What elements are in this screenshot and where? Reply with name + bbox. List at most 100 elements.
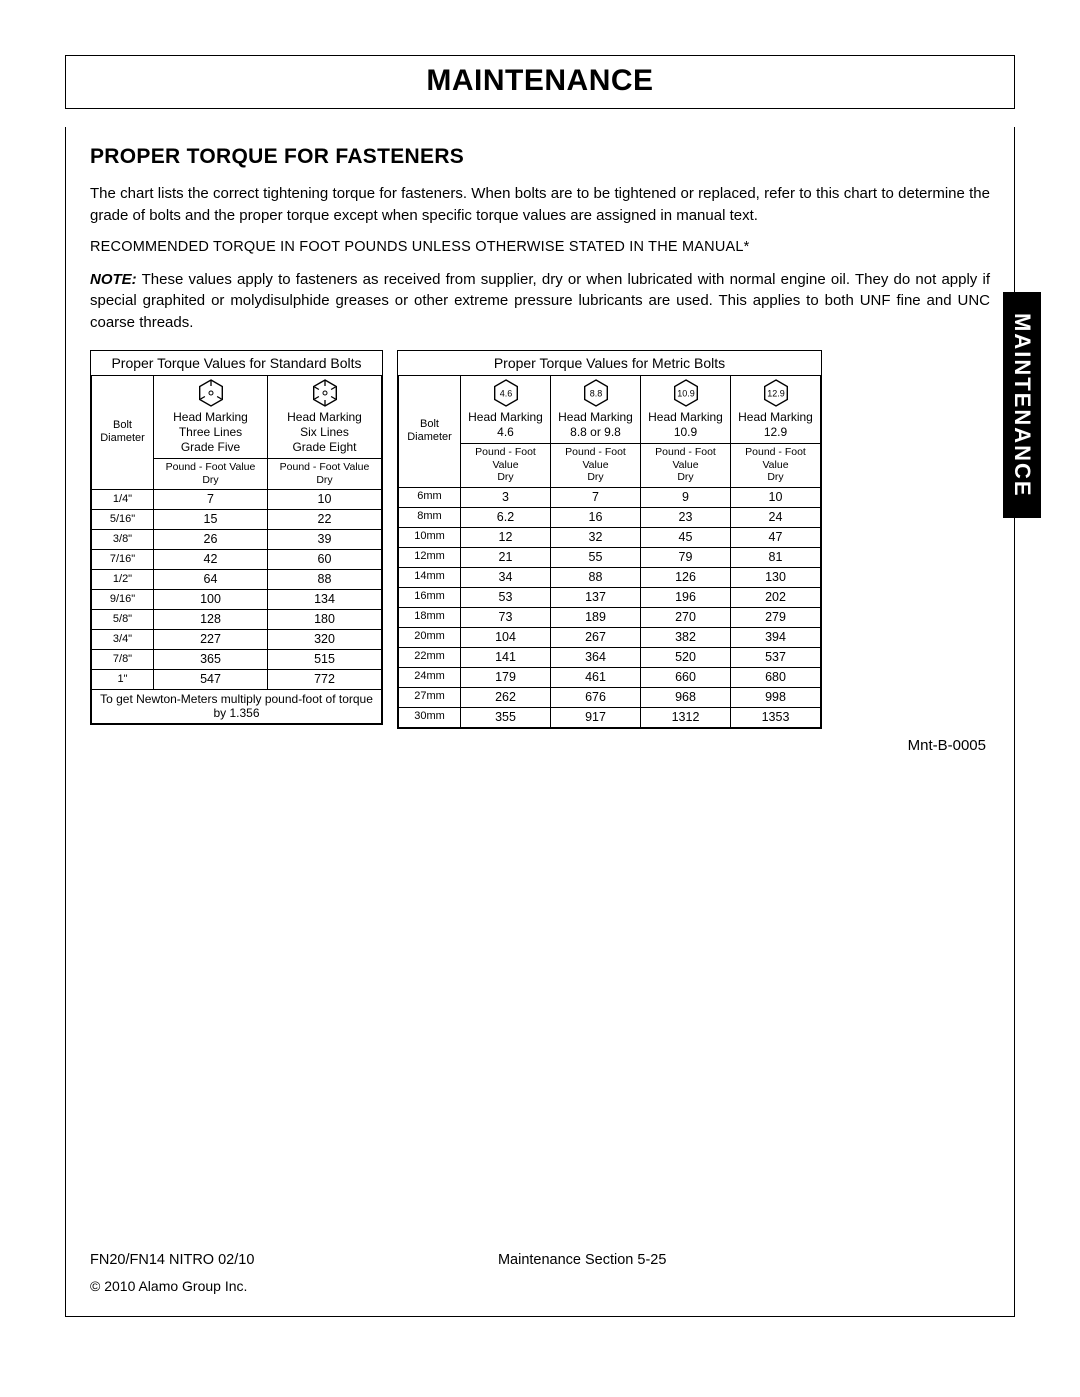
met-val-6-2: 270 <box>641 607 731 627</box>
met-val-1-0: 6.2 <box>461 507 551 527</box>
met-val-3-1: 55 <box>551 547 641 567</box>
met-dia-3: 12mm <box>399 547 461 567</box>
met-val-9-3: 680 <box>731 667 821 687</box>
std-dia-6: 5/8" <box>92 609 154 629</box>
table-row: 22mm141364520537 <box>399 647 821 667</box>
note-body: These values apply to fasteners as recei… <box>90 271 990 332</box>
met-val-3-0: 21 <box>461 547 551 567</box>
met-dia-9: 24mm <box>399 667 461 687</box>
met-val-6-1: 189 <box>551 607 641 627</box>
met-dia-0: 6mm <box>399 487 461 507</box>
table-row: 9/16"100134 <box>92 589 382 609</box>
met-col-head-3: 12.9 Head Marking12.9 <box>731 376 821 444</box>
page-title: MAINTENANCE <box>66 64 1014 98</box>
met-val-1-2: 23 <box>641 507 731 527</box>
svg-text:12.9: 12.9 <box>767 389 785 399</box>
met-val-1-1: 16 <box>551 507 641 527</box>
std-col-head-0: Head MarkingThree LinesGrade Five <box>154 376 268 459</box>
std-val-7-0: 227 <box>154 629 268 649</box>
met-val-6-3: 279 <box>731 607 821 627</box>
met-val-7-2: 382 <box>641 627 731 647</box>
met-val-9-0: 179 <box>461 667 551 687</box>
std-val-3-1: 60 <box>268 549 382 569</box>
title-bar: MAINTENANCE <box>65 55 1015 109</box>
metric-table-title: Proper Torque Values for Metric Bolts <box>398 351 821 376</box>
met-dia-11: 30mm <box>399 707 461 727</box>
std-val-7-1: 320 <box>268 629 382 649</box>
std-val-6-0: 128 <box>154 609 268 629</box>
met-val-11-2: 1312 <box>641 707 731 727</box>
std-dia-8: 7/8" <box>92 649 154 669</box>
table-row: 5/8"128180 <box>92 609 382 629</box>
recommended-torque-line: RECOMMENDED TORQUE IN FOOT POUNDS UNLESS… <box>90 239 990 255</box>
table-row: 12mm21557981 <box>399 547 821 567</box>
std-val-5-0: 100 <box>154 589 268 609</box>
std-val-6-1: 180 <box>268 609 382 629</box>
met-val-11-1: 917 <box>551 707 641 727</box>
met-val-11-3: 1353 <box>731 707 821 727</box>
section-heading: PROPER TORQUE FOR FASTENERS <box>90 145 990 169</box>
met-val-0-2: 9 <box>641 487 731 507</box>
std-val-8-1: 515 <box>268 649 382 669</box>
met-col-unit-0: Pound - Foot ValueDry <box>461 443 551 487</box>
content-box: PROPER TORQUE FOR FASTENERS The chart li… <box>65 127 1015 1317</box>
metric-table: BoltDiameter 4.6 Head Marking4.6 8.8 Hea… <box>398 376 821 728</box>
table-row: 14mm3488126130 <box>399 567 821 587</box>
std-val-2-0: 26 <box>154 529 268 549</box>
met-dia-10: 27mm <box>399 687 461 707</box>
std-dia-0: 1/4" <box>92 489 154 509</box>
met-val-6-0: 73 <box>461 607 551 627</box>
svg-text:4.6: 4.6 <box>499 389 512 399</box>
table-row: 6mm37910 <box>399 487 821 507</box>
table-row: 30mm35591713121353 <box>399 707 821 727</box>
std-val-4-0: 64 <box>154 569 268 589</box>
standard-table-title: Proper Torque Values for Standard Bolts <box>91 351 382 376</box>
std-val-5-1: 134 <box>268 589 382 609</box>
note-label: NOTE: <box>90 271 137 288</box>
table-row: 8mm6.2162324 <box>399 507 821 527</box>
std-dia-5: 9/16" <box>92 589 154 609</box>
table-row: 1"547772 <box>92 669 382 689</box>
met-col-head-2: 10.9 Head Marking10.9 <box>641 376 731 444</box>
met-val-7-3: 394 <box>731 627 821 647</box>
std-col-head-1: Head MarkingSix LinesGrade Eight <box>268 376 382 459</box>
met-val-4-1: 88 <box>551 567 641 587</box>
met-dia-4: 14mm <box>399 567 461 587</box>
std-val-1-0: 15 <box>154 509 268 529</box>
met-val-4-0: 34 <box>461 567 551 587</box>
met-val-10-0: 262 <box>461 687 551 707</box>
note-paragraph: NOTE: These values apply to fasteners as… <box>90 269 990 334</box>
met-col-head-0: 4.6 Head Marking4.6 <box>461 376 551 444</box>
side-tab-maintenance: MAINTENANCE <box>1003 292 1041 518</box>
std-val-8-0: 365 <box>154 649 268 669</box>
met-val-9-1: 461 <box>551 667 641 687</box>
footer-row: FN20/FN14 NITRO 02/10 Maintenance Sectio… <box>90 1252 990 1268</box>
met-val-10-1: 676 <box>551 687 641 707</box>
std-val-2-1: 39 <box>268 529 382 549</box>
std-val-1-1: 22 <box>268 509 382 529</box>
met-val-3-3: 81 <box>731 547 821 567</box>
met-col-unit-1: Pound - Foot ValueDry <box>551 443 641 487</box>
met-val-0-3: 10 <box>731 487 821 507</box>
std-val-9-0: 547 <box>154 669 268 689</box>
svg-text:8.8: 8.8 <box>589 389 602 399</box>
met-val-10-3: 998 <box>731 687 821 707</box>
standard-table: BoltDiameter Head MarkingThree LinesGrad… <box>91 376 382 724</box>
table-row: 7/16"4260 <box>92 549 382 569</box>
met-val-5-3: 202 <box>731 587 821 607</box>
std-val-4-1: 88 <box>268 569 382 589</box>
met-val-5-1: 137 <box>551 587 641 607</box>
footer-center: Maintenance Section 5-25 <box>174 1252 990 1268</box>
met-col-unit-2: Pound - Foot ValueDry <box>641 443 731 487</box>
met-val-7-1: 267 <box>551 627 641 647</box>
std-val-3-0: 42 <box>154 549 268 569</box>
intro-paragraph: The chart lists the correct tightening t… <box>90 183 990 227</box>
met-dia-8: 22mm <box>399 647 461 667</box>
met-val-7-0: 104 <box>461 627 551 647</box>
standard-table-box: Proper Torque Values for Standard Bolts … <box>90 350 383 725</box>
std-footnote: To get Newton-Meters multiply pound-foot… <box>92 689 382 723</box>
copyright-line: © 2010 Alamo Group Inc. <box>90 1278 247 1294</box>
met-val-5-2: 196 <box>641 587 731 607</box>
figure-id: Mnt-B-0005 <box>90 737 990 754</box>
std-dia-header: BoltDiameter <box>92 376 154 490</box>
